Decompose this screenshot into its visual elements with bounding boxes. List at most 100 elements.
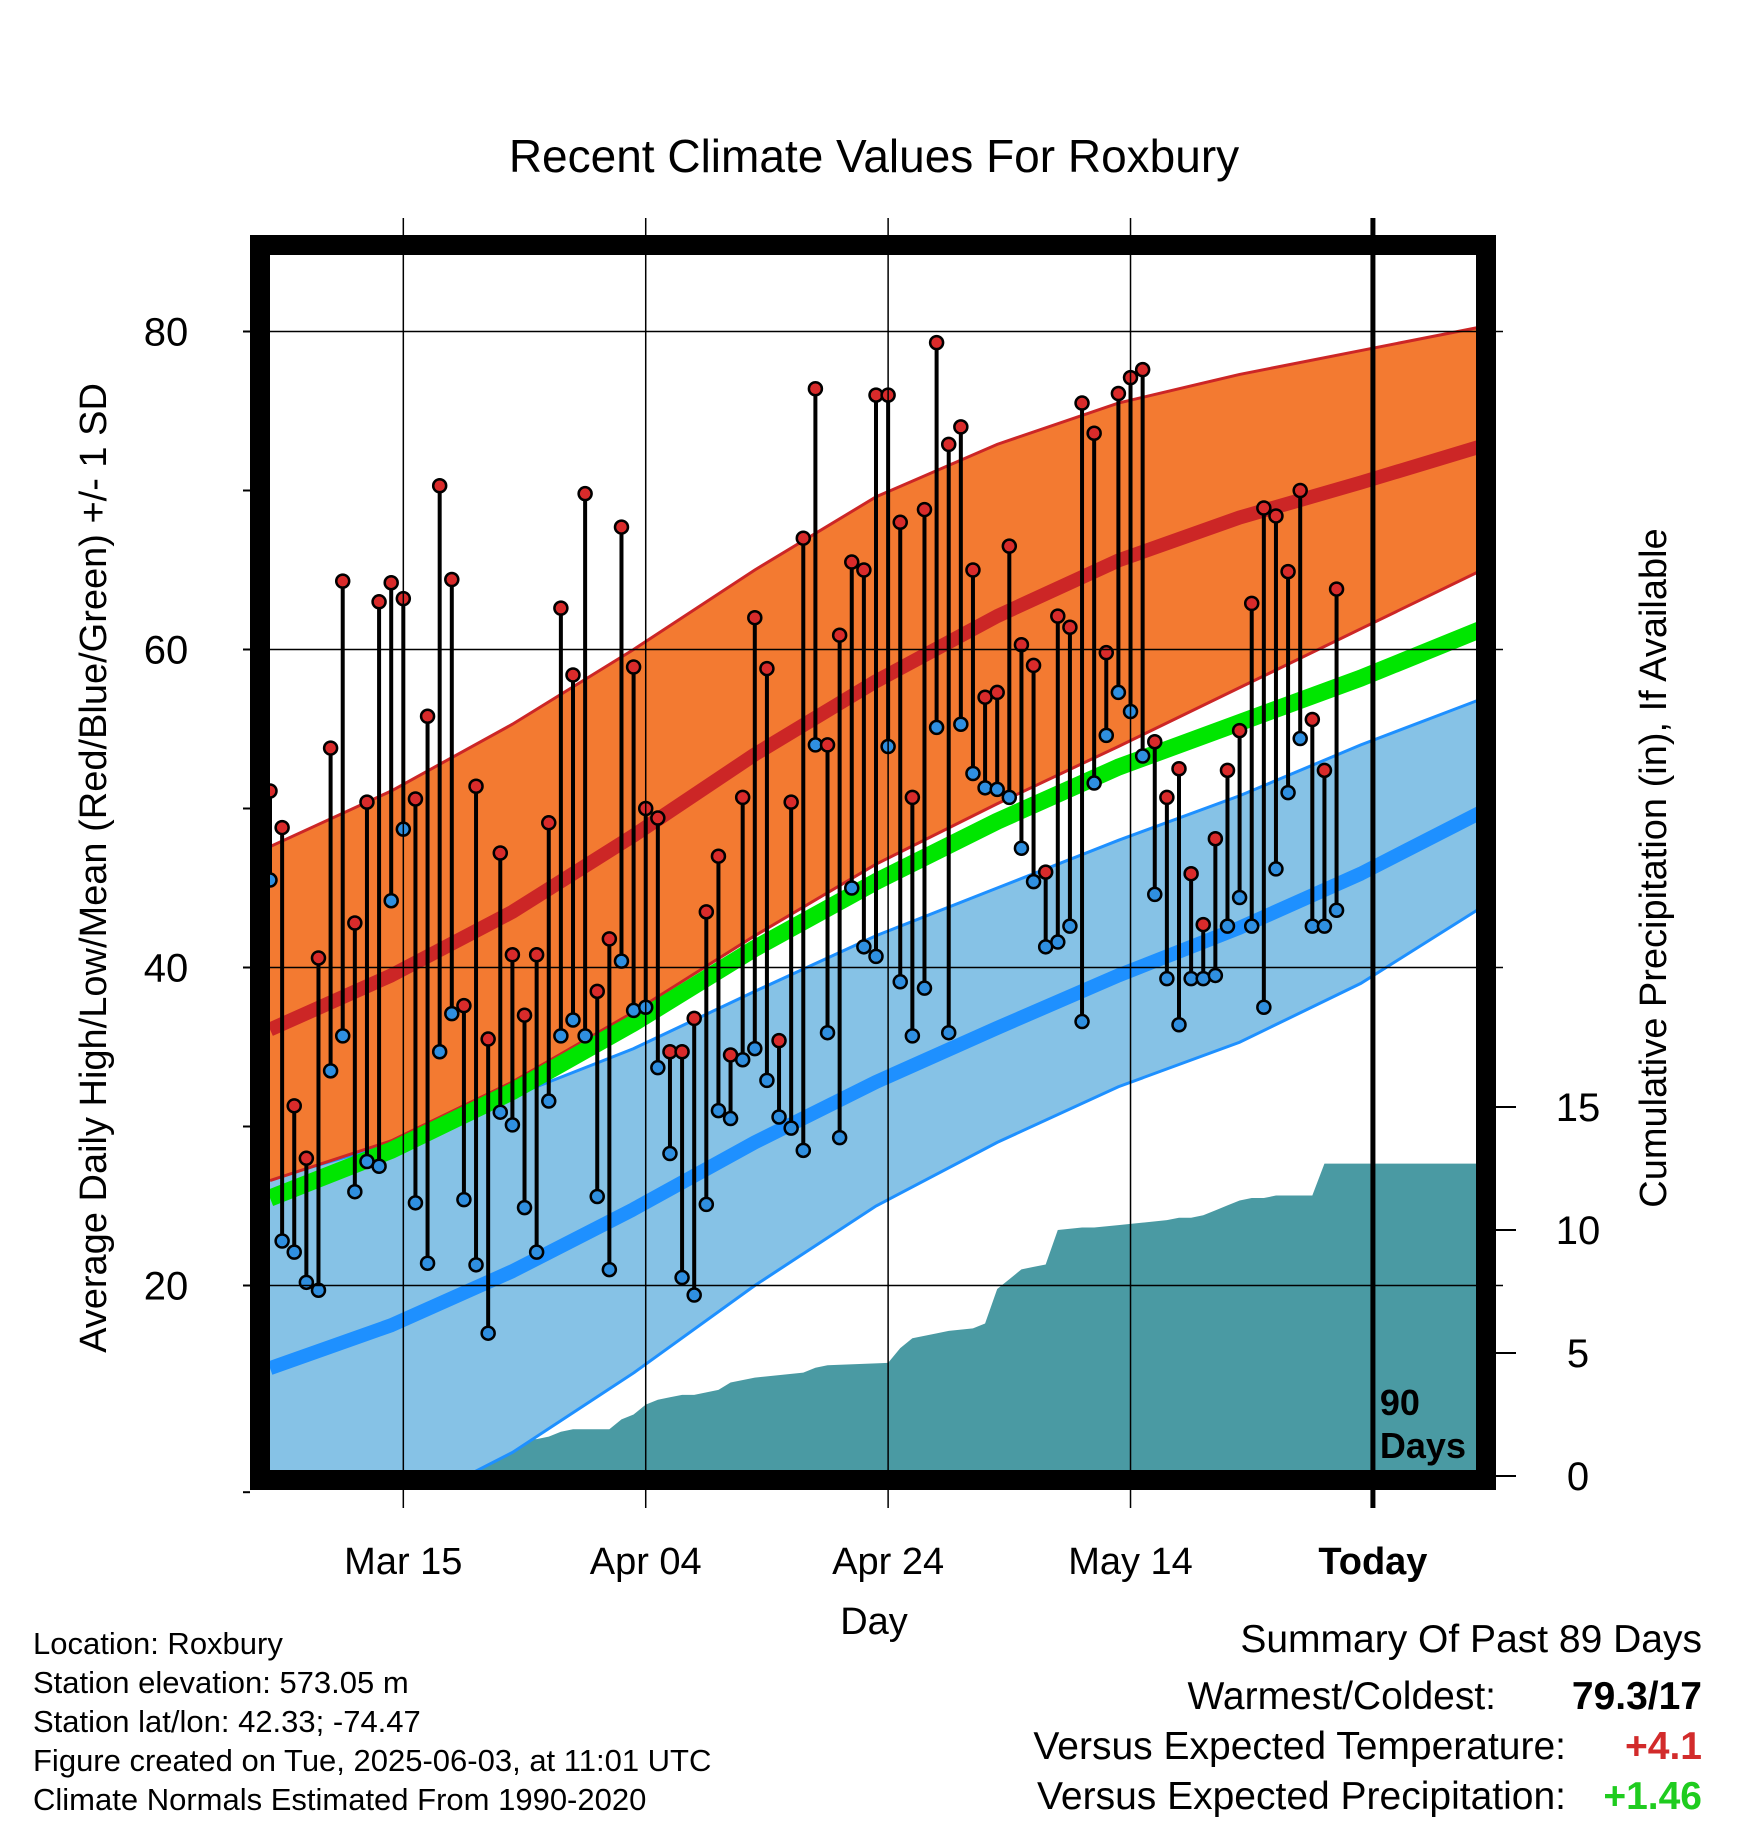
observed-low-point (747, 1040, 763, 1057)
observed-high-point (1086, 425, 1102, 442)
y2-axis-label: Cumulative Precipitation (in), If Availa… (1633, 528, 1675, 1207)
summary-precipitation-label: Versus Expected Precipitation: (1037, 1775, 1566, 1818)
observed-high-point (274, 819, 290, 836)
observed-high-point (1025, 657, 1042, 674)
observed-low-point (1001, 789, 1018, 806)
observed-high-point (431, 477, 448, 494)
observed-low-point (904, 1028, 921, 1044)
observed-high-point (407, 791, 424, 807)
observed-low-point (1268, 861, 1284, 877)
observed-low-point (1110, 684, 1127, 701)
summary-temperature-label: Versus Expected Temperature: (1033, 1725, 1566, 1768)
observed-low-point (1292, 730, 1308, 747)
observed-low-point (468, 1257, 484, 1273)
station-elevation-text: Station elevation: 573.05 m (33, 1665, 409, 1700)
observed-low-point (940, 1024, 957, 1041)
x-axis-label: Day (840, 1601, 908, 1643)
observed-high-point (1147, 733, 1163, 750)
observed-low-point (1280, 784, 1296, 801)
observed-low-point (613, 953, 630, 969)
observed-low-point (1025, 873, 1042, 890)
observed-low-point (492, 1104, 509, 1120)
observed-low-point (989, 781, 1005, 798)
observed-low-point (601, 1261, 618, 1278)
observed-high-point (686, 1010, 702, 1027)
observed-low-point (953, 716, 969, 732)
observed-high-point (1013, 636, 1030, 653)
station-latlon-text: Station lat/lon: 42.33; -74.47 (33, 1704, 421, 1739)
observed-low-point (783, 1120, 799, 1136)
today-label-line: Days (1380, 1425, 1466, 1466)
observed-high-point (1183, 865, 1199, 882)
observed-high-point (504, 947, 521, 963)
observed-high-point (1316, 762, 1333, 779)
summary-precipitation-value: +1.46 (1603, 1775, 1702, 1818)
y2-tick-label: 0 (1567, 1455, 1589, 1499)
observed-high-point (698, 904, 715, 920)
observed-low-point (1074, 1013, 1090, 1030)
observed-high-point (480, 1031, 496, 1047)
observed-low-point (431, 1044, 448, 1060)
observed-high-point (783, 794, 799, 810)
x-tick-label: Apr 04 (590, 1541, 702, 1583)
observed-high-point (589, 983, 605, 1000)
observed-low-point (734, 1051, 751, 1068)
observed-low-point (1207, 967, 1224, 984)
observed-low-point (965, 765, 981, 782)
observed-high-point (270, 783, 278, 799)
observed-low-point (831, 1129, 848, 1146)
observed-high-point (965, 562, 981, 578)
x-tick-label: May 14 (1068, 1541, 1193, 1583)
observed-low-point (298, 1274, 315, 1291)
observed-low-point (1219, 918, 1236, 934)
observed-low-point (1159, 970, 1175, 987)
observed-low-point (444, 1005, 460, 1022)
observed-high-point (1110, 385, 1127, 402)
observed-high-point (577, 485, 593, 502)
observed-low-point (698, 1196, 715, 1213)
y-tick-label: 20 (144, 1265, 189, 1309)
observed-high-point (286, 1098, 302, 1114)
observed-low-point (270, 872, 278, 888)
observed-high-point (334, 573, 351, 589)
observed-high-point (1268, 508, 1284, 524)
observed-low-point (1243, 918, 1260, 934)
observed-high-point (916, 501, 933, 518)
observed-high-point (1292, 482, 1308, 499)
observed-high-point (1328, 581, 1345, 597)
observed-low-point (577, 1028, 593, 1044)
observed-low-point (371, 1158, 387, 1174)
observed-low-point (1013, 840, 1030, 856)
y-tick-label: 40 (144, 947, 189, 991)
observed-high-point (371, 594, 387, 610)
observed-high-point (516, 1007, 533, 1023)
observed-low-point (795, 1142, 812, 1159)
observed-high-point (1074, 395, 1090, 411)
observed-high-point (541, 815, 557, 831)
observed-high-point (674, 1044, 690, 1060)
observed-high-point (795, 530, 812, 546)
observed-high-point (892, 514, 908, 531)
observed-low-point (419, 1255, 436, 1271)
observed-high-point (1280, 563, 1296, 580)
observed-low-point (759, 1072, 775, 1089)
observed-low-point (856, 939, 872, 955)
observed-high-point (492, 845, 509, 861)
figure-created-text: Figure created on Tue, 2025-06-03, at 11… (33, 1743, 712, 1778)
observed-low-point (565, 1012, 581, 1028)
observed-high-point (1098, 644, 1115, 661)
observed-low-point (553, 1028, 569, 1044)
observed-high-point (771, 1032, 787, 1049)
observed-low-point (274, 1233, 290, 1249)
observed-low-point (892, 974, 908, 990)
observed-high-point (710, 848, 727, 864)
observed-high-point (1207, 830, 1224, 847)
observed-low-point (516, 1199, 533, 1216)
y-tick-label: 80 (144, 311, 189, 355)
observed-low-point (722, 1110, 739, 1127)
observed-high-point (807, 380, 824, 397)
observed-low-point (1256, 999, 1272, 1015)
observed-low-point (916, 980, 933, 996)
observed-low-point (456, 1191, 472, 1208)
